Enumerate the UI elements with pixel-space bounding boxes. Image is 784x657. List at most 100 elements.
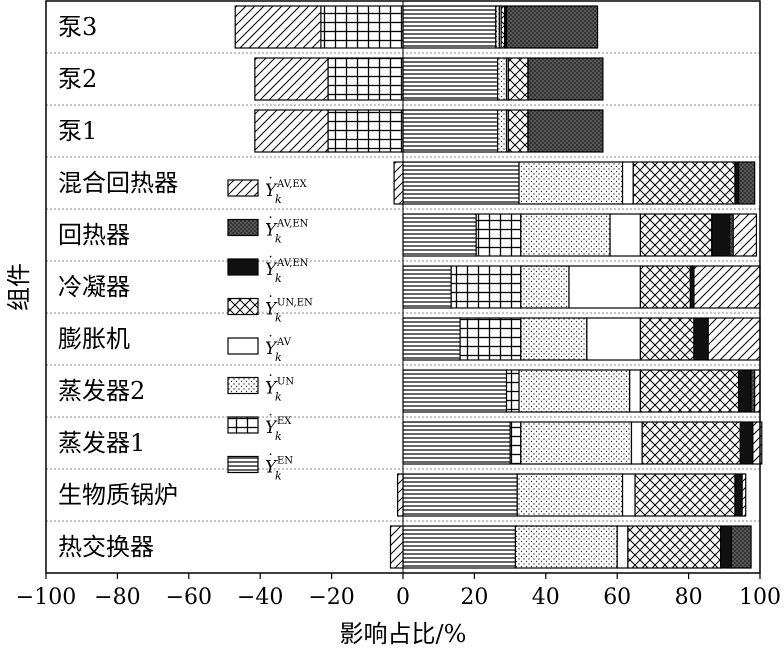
category-label: 泵2: [58, 65, 97, 93]
bar-segment-avenen: [505, 5, 599, 49]
bar-segment-av: [621, 161, 634, 205]
legend-swatch: [227, 179, 259, 197]
bar-segment-en: [402, 161, 520, 205]
bar-segment-av: [568, 265, 642, 309]
legend-subscript: k: [275, 272, 282, 285]
bar-segment-avenen: [527, 109, 604, 153]
bar-segment-unen: [639, 265, 691, 309]
category-label: 混合回热器: [58, 169, 178, 197]
bar-segment-avenen: [737, 161, 756, 205]
category-label: 蒸发器1: [58, 429, 145, 457]
legend-subscript: k: [275, 233, 282, 246]
bar-segment-un: [497, 57, 508, 101]
legend-swatch: [227, 297, 259, 316]
x-tick-label: 20: [460, 585, 488, 610]
y-axis-title: 组件: [5, 263, 33, 311]
bar-segment-unen: [639, 317, 695, 361]
legend-swatch: [227, 376, 259, 395]
legend-subscript: k: [275, 312, 282, 325]
legend-symbol: Y: [265, 458, 278, 478]
bar-segment-aven: [720, 525, 733, 569]
legend-superscript: EX: [277, 416, 292, 427]
bar-segment-neg-avex: [254, 109, 329, 153]
bar-segment-neg-avex: [254, 57, 329, 101]
legend-subscript: k: [275, 193, 282, 206]
x-tick-label: −40: [237, 585, 283, 610]
bar-segment-un: [520, 213, 611, 257]
bar-segment-neg-ex: [327, 109, 404, 153]
category-label: 回热器: [58, 221, 130, 249]
bar-segment-ex: [475, 213, 522, 257]
x-tick-label: −100: [16, 585, 76, 610]
bar-segment-un: [514, 525, 618, 569]
x-tick-label: 80: [675, 585, 703, 610]
legend-superscript: AV: [276, 337, 292, 348]
category-label: 冷凝器: [58, 273, 130, 301]
bar-segment-av: [609, 213, 642, 257]
bar-segment-avex: [693, 265, 761, 309]
bar-segment-ex: [505, 369, 520, 413]
bar-segment-unen: [632, 161, 736, 205]
legend-dot: ·: [269, 290, 273, 305]
category-label: 泵1: [58, 117, 97, 145]
legend-swatch: [227, 337, 259, 355]
x-axis-title: 影响占比/%: [340, 620, 467, 648]
legend-superscript: UN: [277, 377, 294, 388]
bar-segment-unen: [507, 109, 529, 153]
bar-segment-aven: [693, 317, 709, 361]
x-tick-label: 0: [396, 585, 410, 610]
bar-segment-avex: [707, 317, 761, 361]
bar-segment-aven: [734, 473, 743, 517]
bar-segment-avex: [754, 369, 761, 413]
legend-superscript: AV,EN: [276, 219, 309, 230]
bar-segment-av: [621, 473, 636, 517]
bar-segment-ex: [450, 265, 522, 309]
legend-dot: ·: [269, 408, 273, 423]
legend-symbol: Y: [265, 221, 278, 241]
bar-segment-avex: [752, 421, 763, 465]
bar-segment-en: [402, 5, 497, 49]
bar-segment-un: [518, 369, 631, 413]
category-label: 蒸发器2: [58, 377, 145, 405]
bar-segment-un: [520, 421, 633, 465]
legend-swatch: [227, 416, 259, 434]
bar-segment-unen: [639, 369, 740, 413]
legend-superscript: UN,EN: [277, 298, 313, 309]
category-label: 泵3: [58, 13, 97, 41]
bar-segment-en: [402, 369, 508, 413]
bars-layer: [234, 5, 763, 569]
bar-segment-en: [402, 317, 461, 361]
bar-segment-neg-avex: [397, 473, 404, 517]
legend-subscript: k: [275, 430, 282, 443]
category-label: 热交换器: [58, 533, 154, 561]
bar-segment-unen: [634, 473, 736, 517]
legend-symbol: Y: [265, 300, 278, 320]
bar-segment-ex: [509, 421, 522, 465]
x-tick-label: −60: [166, 585, 212, 610]
x-tick-label: 60: [603, 585, 631, 610]
bar-segment-neg-avex: [393, 161, 404, 205]
bar-segment-avex: [732, 213, 758, 257]
bar-segment-en: [402, 57, 499, 101]
bar-segment-av: [629, 369, 642, 413]
bar-segment-ex: [459, 317, 522, 361]
legend-dot: ·: [269, 171, 273, 186]
x-tick-label: 100: [739, 585, 781, 610]
bar-segment-avex: [741, 473, 747, 517]
bar-segment-unen: [507, 57, 529, 101]
legend-superscript: AV,EN: [276, 258, 309, 269]
legend-dot: ·: [269, 250, 273, 265]
category-label: 生物质锅炉: [58, 481, 178, 509]
bar-segment-un: [516, 473, 624, 517]
x-axis-ticks: −100 −80 −60 −40 −20 0 20 40 60 80 100: [16, 573, 781, 610]
bar-segment-unen: [639, 213, 713, 257]
bar-segment-en: [402, 421, 511, 465]
x-tick-label: −80: [94, 585, 140, 610]
legend-superscript: AV,EX: [276, 179, 308, 190]
bar-segment-aven: [739, 421, 754, 465]
legend-symbol: Y: [265, 379, 278, 399]
bar-segment-av: [630, 421, 643, 465]
bar-segment-un: [497, 109, 508, 153]
